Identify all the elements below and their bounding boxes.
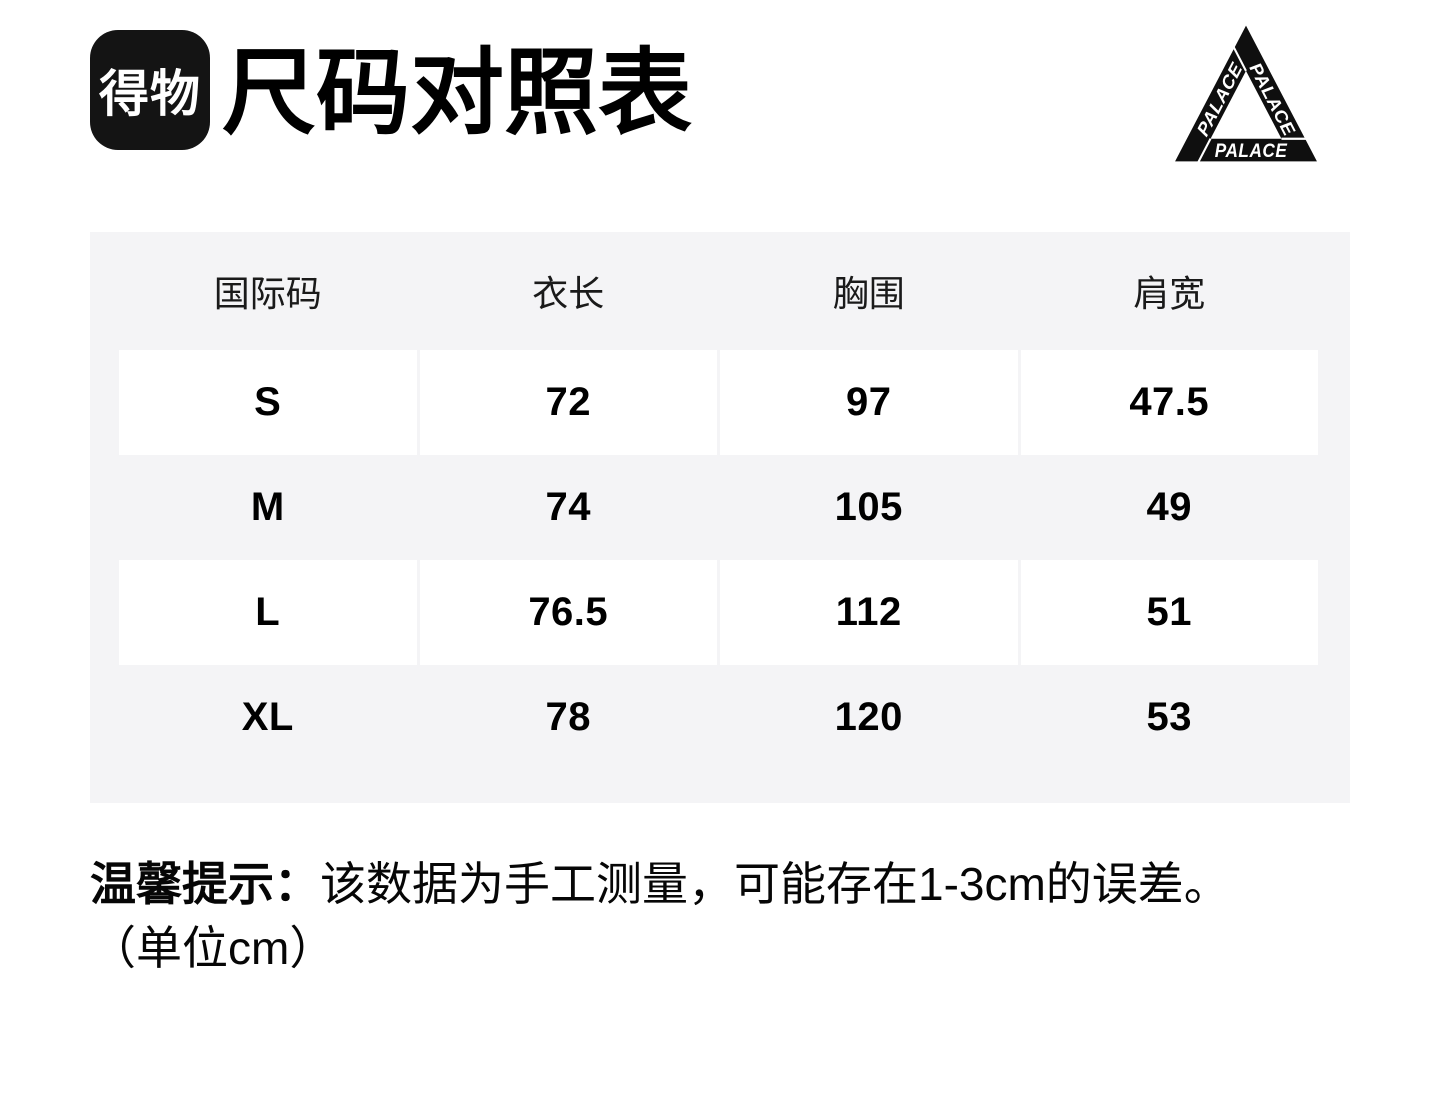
value-cell: 97 bbox=[720, 350, 1018, 455]
page-title: 尺码对照表 bbox=[222, 40, 693, 145]
value-cell: 105 bbox=[834, 485, 903, 529]
palace-logo: PALACE PALACE PALACE bbox=[1175, 25, 1317, 164]
palace-word-left: PALACE bbox=[1193, 58, 1247, 139]
note-unit: （单位cm） bbox=[90, 922, 336, 974]
table-header-row: 国际码 衣长 胸围 肩宽 bbox=[119, 232, 1318, 350]
note: 温馨提示：该数据为手工测量，可能存在1-3cm的误差。 （单位cm） bbox=[90, 852, 1230, 980]
palace-word-bottom: PALACE bbox=[1215, 139, 1288, 161]
column-header: 国际码 bbox=[213, 273, 322, 314]
table-row: XL 78 120 53 bbox=[119, 665, 1318, 770]
value-cell: 47.5 bbox=[1020, 350, 1318, 455]
palace-seam-lines bbox=[1196, 44, 1307, 164]
table-row: M 74 105 49 bbox=[119, 455, 1318, 560]
dewu-logo-text: 得物 bbox=[99, 66, 201, 122]
table-rows: S 72 97 47.5 M 74 105 49 L 76.5 112 51 XL 78 120 53 bbox=[119, 350, 1318, 770]
size-table: 国际码 衣长 胸围 肩宽 S 72 97 47.5 M 74 105 49 L 76.5 112 51 XL 7… bbox=[90, 232, 1350, 803]
value-cell: 78 bbox=[545, 695, 591, 739]
size-cell: L bbox=[119, 560, 417, 665]
value-cell: 49 bbox=[1146, 485, 1192, 529]
table-row: L 76.5 112 51 bbox=[119, 560, 1318, 665]
size-cell: M bbox=[250, 485, 285, 529]
value-cell: 74 bbox=[545, 485, 591, 529]
note-line-1: 温馨提示：该数据为手工测量，可能存在1-3cm的误差。 bbox=[90, 852, 1230, 916]
palace-triangle-icon bbox=[1175, 25, 1317, 162]
value-cell: 72 bbox=[419, 350, 717, 455]
value-cell: 120 bbox=[834, 695, 903, 739]
note-text: 该数据为手工测量，可能存在1-3cm的误差。 bbox=[320, 858, 1230, 910]
column-header: 胸围 bbox=[832, 273, 905, 314]
column-header: 肩宽 bbox=[1133, 273, 1206, 314]
value-cell: 112 bbox=[720, 560, 1018, 665]
column-header: 衣长 bbox=[532, 273, 605, 314]
size-cell: S bbox=[119, 350, 417, 455]
dewu-logo: 得物 bbox=[90, 30, 210, 150]
size-cell: XL bbox=[241, 695, 294, 739]
value-cell: 76.5 bbox=[419, 560, 717, 665]
table-row: S 72 97 47.5 bbox=[119, 350, 1318, 455]
note-label: 温馨提示： bbox=[90, 858, 320, 910]
value-cell: 51 bbox=[1020, 560, 1318, 665]
palace-word-right: PALACE bbox=[1246, 59, 1300, 140]
value-cell: 53 bbox=[1146, 695, 1192, 739]
